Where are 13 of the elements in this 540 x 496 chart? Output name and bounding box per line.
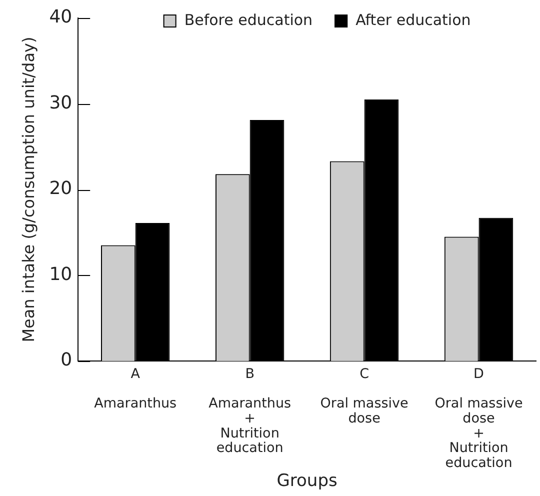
- legend-label: Before education: [184, 10, 313, 29]
- y-tick-label: 0: [60, 350, 72, 371]
- legend-label: After education: [356, 10, 471, 29]
- y-axis-title: Mean intake (g/consumption unit/day): [18, 36, 38, 342]
- x-tick-label: B Amaranthus + Nutrition education: [208, 366, 292, 456]
- y-tick-label: 40: [49, 6, 72, 28]
- y-tick-label: 10: [49, 264, 72, 285]
- x-axis-title: Groups: [276, 470, 338, 491]
- x-tick-label: A Amaranthus: [94, 366, 177, 412]
- y-tick-label: 30: [49, 92, 72, 114]
- x-tick-label: D Oral massive dose + Nutrition education: [434, 366, 523, 472]
- y-tick-label: 20: [49, 178, 72, 200]
- x-tick-label: C Oral massive dose: [320, 366, 408, 427]
